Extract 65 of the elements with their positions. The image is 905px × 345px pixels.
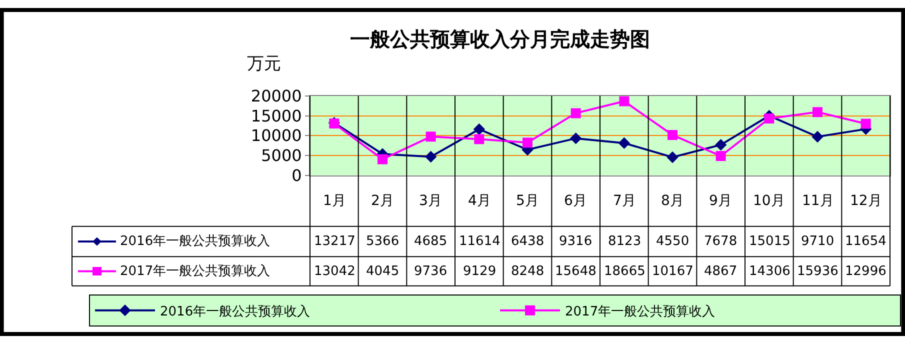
- point: [812, 130, 824, 143]
- point: [570, 132, 582, 144]
- point: [764, 114, 774, 124]
- data-label: 10167: [652, 264, 694, 279]
- y-tick-label: 10000: [250, 126, 302, 146]
- data-label: 4685: [414, 234, 448, 249]
- point: [666, 151, 678, 164]
- data-label: 12996: [845, 264, 886, 279]
- chart-title: 一般公共预算收入分月完成走势图: [350, 27, 650, 51]
- data-label: 9710: [801, 234, 834, 249]
- point: [716, 150, 726, 161]
- y-tick-label: 20000: [250, 86, 302, 106]
- point: [668, 130, 678, 140]
- data-label: 9129: [463, 264, 496, 279]
- x-tick-label: 12月: [850, 193, 882, 209]
- point: [618, 137, 630, 149]
- data-label: 15936: [797, 264, 838, 279]
- point: [474, 134, 484, 144]
- data-label: 7678: [704, 234, 738, 249]
- point: [426, 132, 436, 142]
- point: [619, 96, 630, 106]
- data-label: 8123: [608, 234, 642, 249]
- data-label: 4550: [656, 234, 690, 249]
- point: [570, 108, 581, 118]
- y-tick-label: 15000: [250, 106, 302, 126]
- point: [378, 154, 388, 164]
- data-label: 9316: [559, 234, 592, 249]
- x-tick-label: 9月: [709, 193, 732, 209]
- text: 2017年一般公共预算收入: [565, 304, 716, 320]
- x-tick-label: 10月: [753, 193, 785, 209]
- point: [860, 118, 871, 129]
- data-label: 4045: [366, 264, 400, 279]
- x-tick-label: 5月: [516, 193, 539, 209]
- x-tick-label: 7月: [613, 193, 636, 209]
- data-label: 6438: [511, 234, 544, 249]
- data-label: 4867: [704, 264, 738, 279]
- data-label: 15648: [555, 264, 596, 279]
- y-tick-label: 5000: [261, 146, 302, 166]
- point: [522, 138, 532, 148]
- text: 2016年一般公共预算收入: [160, 304, 310, 320]
- y-axis-title: 万元: [247, 54, 281, 74]
- data-label: 14306: [749, 264, 790, 279]
- x-tick-label: 6月: [564, 193, 587, 209]
- data-label: 11654: [845, 234, 886, 249]
- data-label: 13042: [314, 264, 356, 279]
- y-tick-label: 0: [292, 166, 302, 185]
- legend-label: 2016年一般公共预算收入: [120, 234, 270, 249]
- legend-label: 2017年一般公共预算收入: [120, 264, 270, 279]
- data-label: 9736: [414, 264, 448, 279]
- x-tick-label: 2月: [371, 193, 394, 209]
- x-tick-label: 3月: [419, 193, 442, 209]
- point: [424, 150, 437, 163]
- x-tick-label: 8月: [661, 193, 684, 209]
- data-label: 15015: [749, 234, 790, 249]
- point: [473, 123, 486, 136]
- data-label: 13217: [314, 234, 356, 249]
- data-label: 18665: [604, 264, 646, 279]
- point: [812, 107, 822, 118]
- data-label: 11614: [459, 234, 500, 249]
- data-label: 8248: [511, 264, 544, 279]
- data-label: 5366: [366, 234, 400, 249]
- point: [714, 138, 727, 151]
- x-tick-label: 1月: [323, 193, 346, 209]
- x-tick-label: 4月: [468, 193, 491, 209]
- x-tick-label: 11月: [802, 193, 834, 209]
